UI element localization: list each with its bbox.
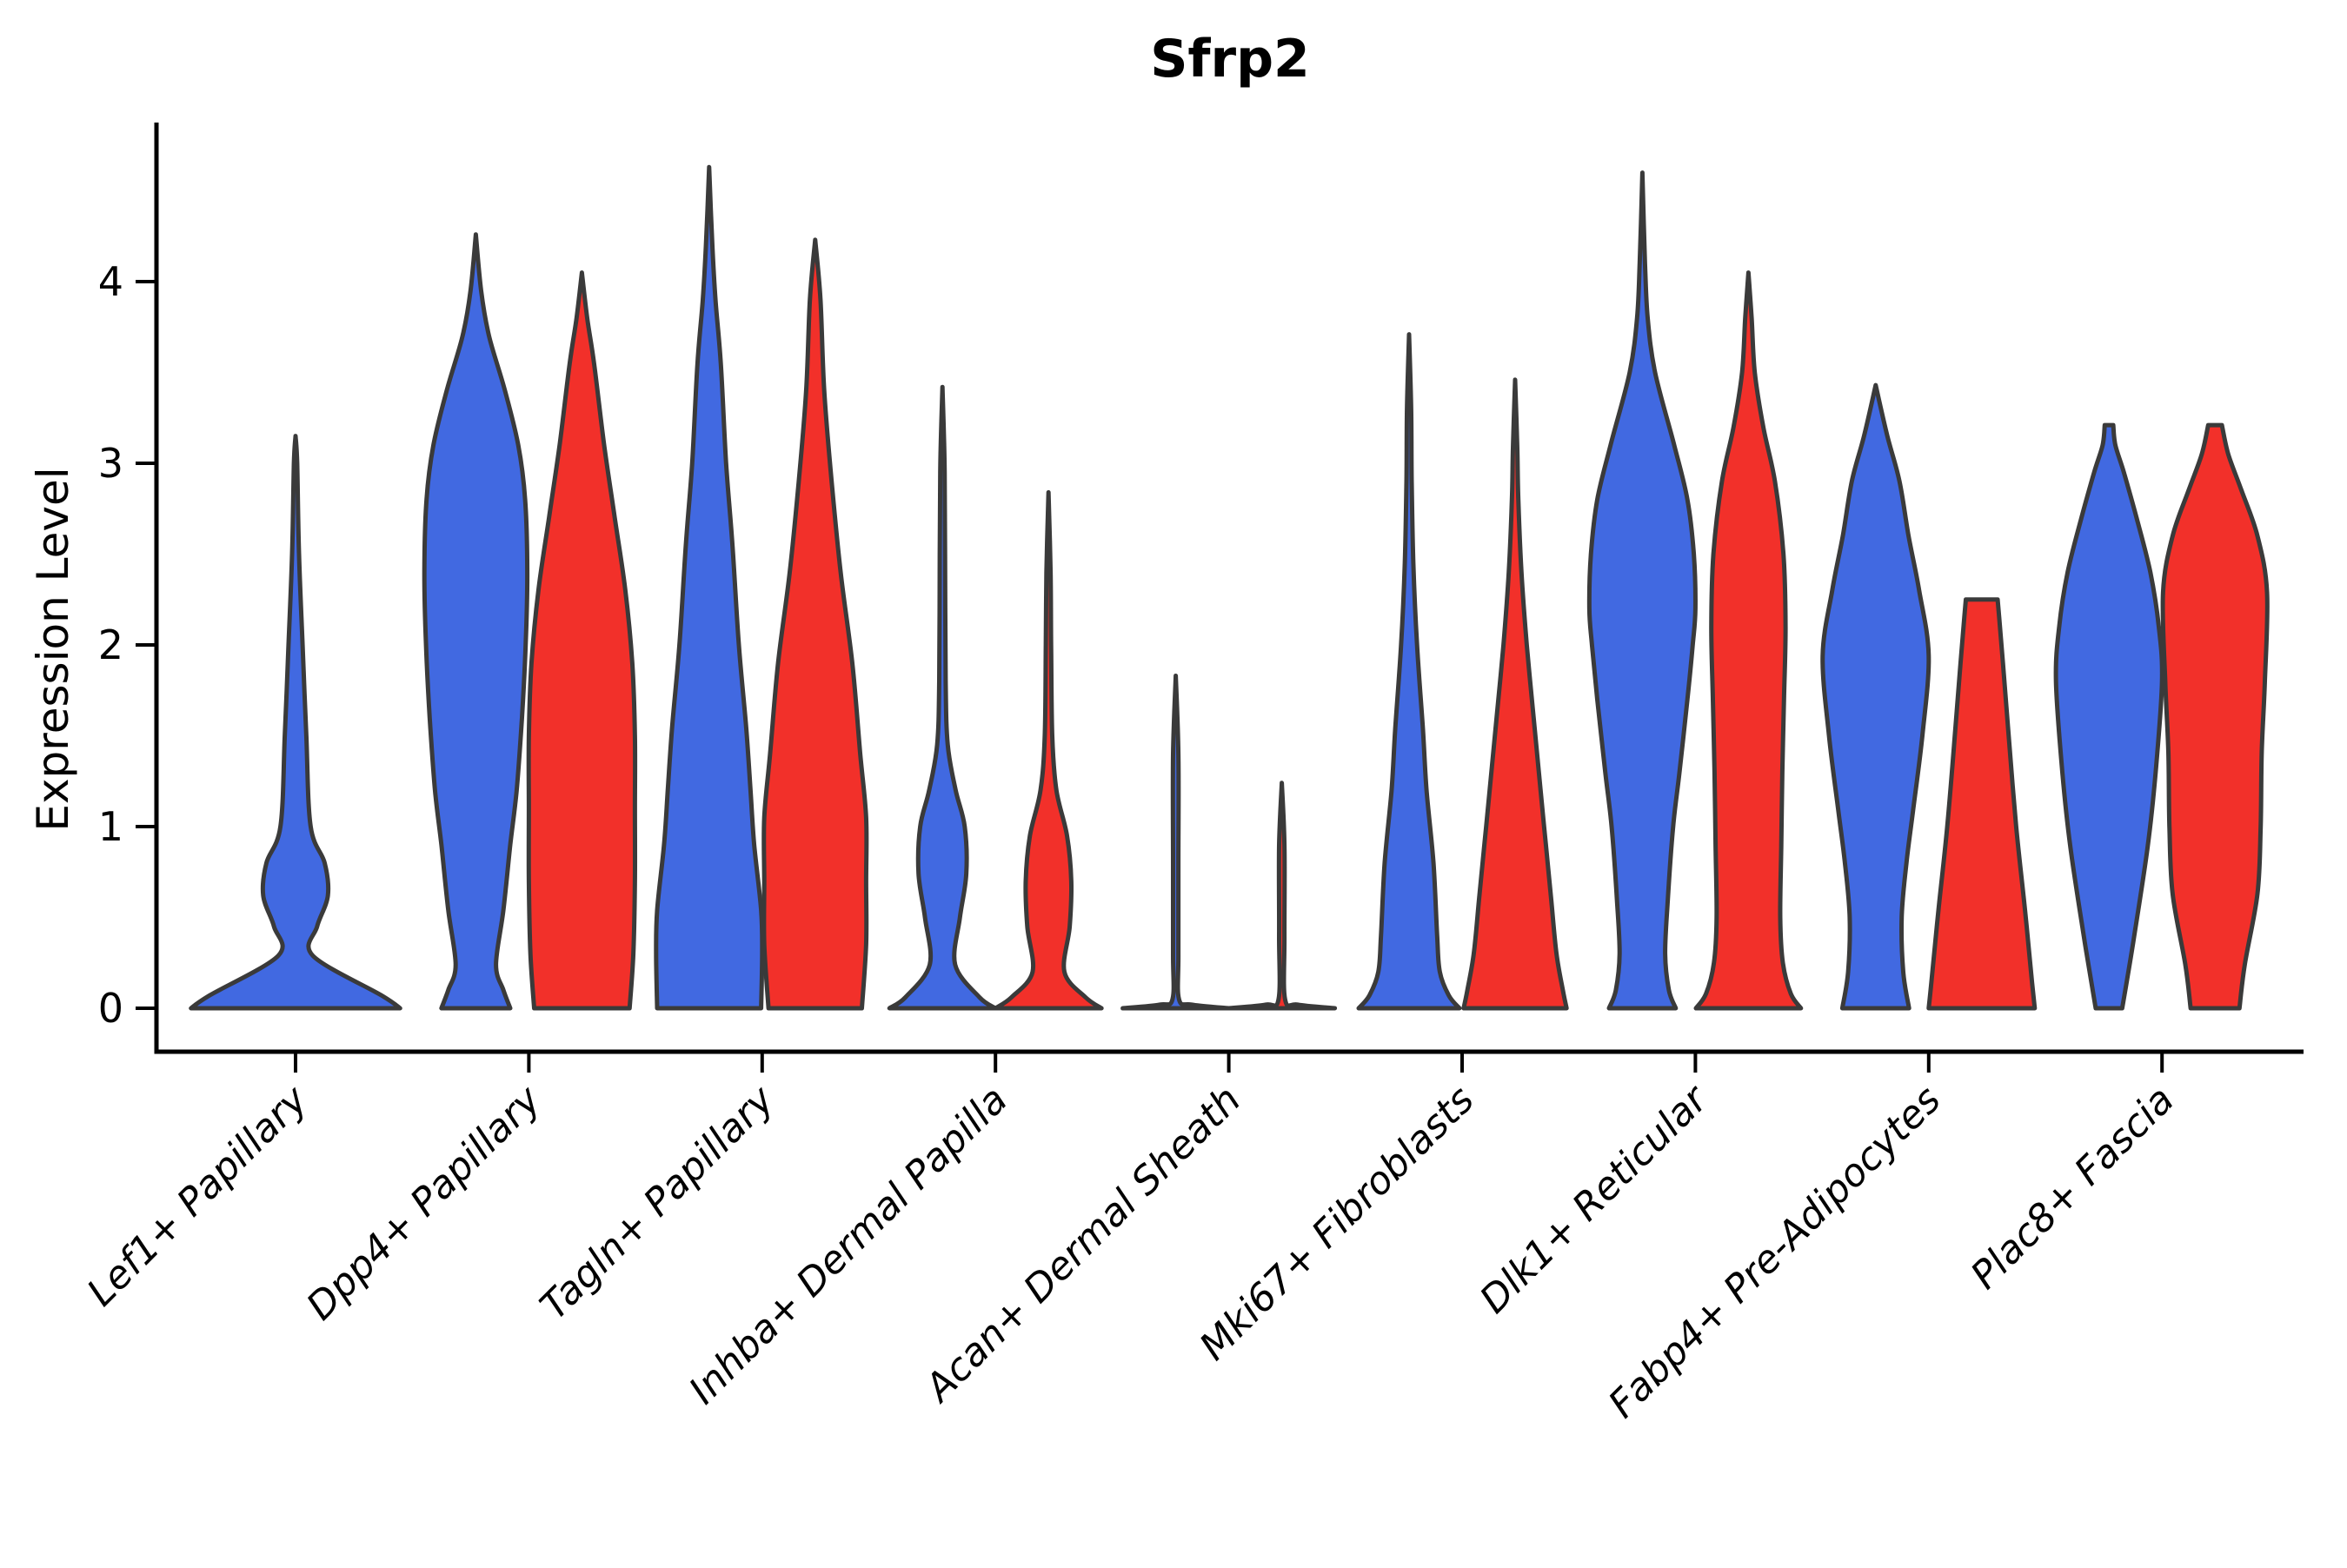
violin-fabp4-blue [1820, 382, 1931, 1011]
violin-acan-blue [1120, 674, 1232, 1011]
x-tick-label-plac8: Plac8+ Fascia [1963, 1078, 2183, 1298]
y-tick-label: 3 [98, 440, 123, 487]
x-tick-label-tagln: Tagln+ Papillary [532, 1077, 783, 1328]
y-tick-label: 1 [98, 803, 123, 850]
violins-layer [189, 164, 2270, 1011]
x-tick-label-lef1: Lef1+ Papillary [79, 1077, 317, 1315]
violin-mki67-blue [1356, 332, 1462, 1011]
y-axis-ticks: 0 1 2 3 4 [98, 258, 156, 1032]
violin-inhba-red [993, 489, 1104, 1011]
violin-dpp4-blue [422, 232, 530, 1011]
violin-tagln-red [761, 237, 869, 1011]
y-tick-label: 2 [98, 621, 123, 668]
chart-title: Sfrp2 [1150, 29, 1310, 90]
violin-tagln-blue [654, 164, 765, 1011]
y-tick-label: 0 [98, 985, 123, 1032]
violin-dlk1-blue [1586, 170, 1698, 1011]
violin-dlk1-red [1693, 270, 1804, 1011]
violin-plac8-red [2160, 422, 2270, 1011]
violin-lef1-blue [189, 434, 402, 1011]
violin-plac8-blue [2053, 422, 2164, 1011]
y-tick-label: 4 [98, 258, 123, 305]
violin-dpp4-red [526, 270, 638, 1011]
violin-mki67-red [1461, 377, 1569, 1011]
y-axis-label: Expression Level [28, 467, 78, 831]
x-tick-label-dpp4: Dpp4+ Papillary [298, 1077, 550, 1329]
x-tick-label-dlk1: Dlk1+ Reticular [1472, 1076, 1718, 1322]
violin-inhba-blue [887, 384, 998, 1011]
violin-acan-red [1227, 781, 1338, 1011]
violin-fabp4-red [1926, 597, 2038, 1011]
